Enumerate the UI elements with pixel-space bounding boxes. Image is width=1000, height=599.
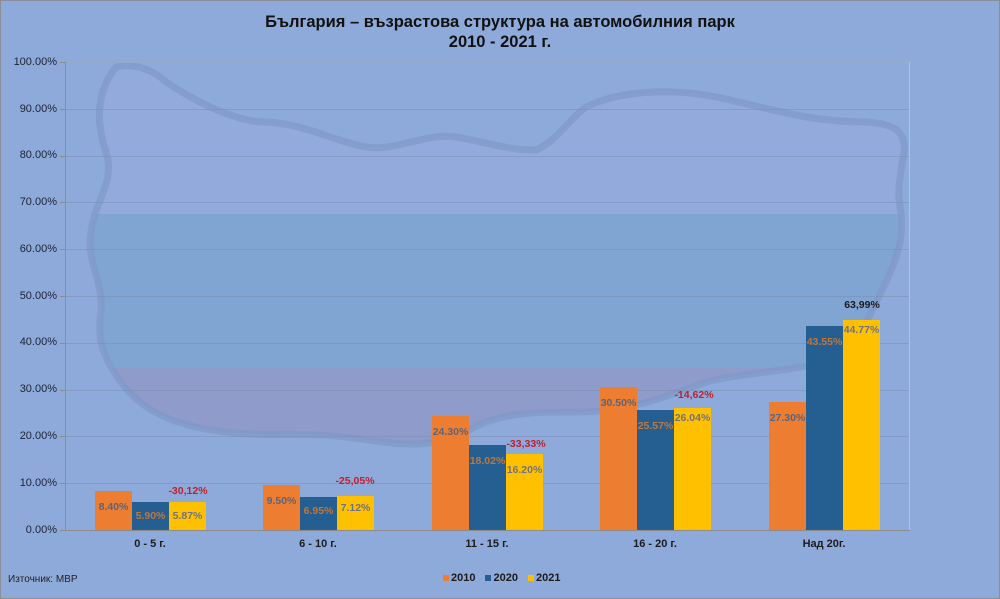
x-category-label: 0 - 5 г. [134, 538, 166, 550]
y-tick-label: 10.00% [19, 477, 57, 489]
bar-2010-11-15: 24.30% [432, 416, 469, 530]
source-note: Източник: МВР [8, 574, 78, 585]
y-tick-label: 90.00% [19, 103, 57, 115]
plot-area [66, 62, 910, 531]
y-tick-mark [60, 249, 65, 250]
bar-value-label: 44.77% [843, 324, 880, 336]
change-annotation: 63,99% [844, 299, 880, 311]
x-category-label: 16 - 20 г. [633, 538, 677, 550]
bar-value-label: 18.02% [469, 455, 506, 467]
legend-swatch-icon [485, 575, 492, 581]
y-tick-label: 40.00% [19, 336, 57, 348]
bar-value-label: 26.04% [674, 412, 711, 424]
legend-item-2010: 2010 [443, 572, 475, 584]
bar-value-label: 7.12% [340, 502, 371, 514]
bar-2010-6-10: 9.50% [263, 485, 300, 530]
y-tick-label: 20.00% [19, 430, 57, 442]
y-tick-label: 100.00% [13, 56, 57, 68]
y-tick-mark [60, 483, 65, 484]
bar-2010-0-5: 8.40% [95, 491, 132, 530]
bar-value-label: 25.57% [637, 420, 674, 432]
legend-swatch-icon [527, 575, 534, 581]
gridline [66, 156, 909, 157]
bar-value-label: 6.95% [303, 505, 334, 517]
x-category-label: 6 - 10 г. [299, 538, 337, 550]
bar-value-label: 5.87% [172, 510, 203, 522]
bar-2020-0-5: 5.90% [132, 502, 169, 530]
bar-2021-6-10: 7.12% [337, 496, 374, 530]
y-tick-label: 50.00% [19, 290, 57, 302]
y-tick-label: 30.00% [19, 383, 57, 395]
bar-2021-over-20: 44.77% [843, 320, 880, 530]
gridline [66, 296, 909, 297]
gridline [66, 436, 909, 437]
bar-2020-over-20: 43.55% [806, 326, 843, 530]
x-axis [65, 530, 910, 531]
y-tick-mark [60, 62, 65, 63]
y-tick-mark [60, 530, 65, 531]
bar-2010-16-20: 30.50% [600, 387, 637, 530]
bar-2010-over-20: 27.30% [769, 402, 806, 530]
change-annotation: -30,12% [168, 485, 208, 497]
legend-swatch-icon [443, 575, 449, 581]
change-annotation: -33,33% [506, 438, 546, 450]
y-tick-mark [60, 296, 65, 297]
change-annotation: -14,62% [674, 389, 714, 401]
y-tick-label: 60.00% [19, 243, 57, 255]
y-tick-mark [60, 156, 65, 157]
bar-2021-11-15: 16.20% [506, 454, 543, 530]
bar-value-label: 30.50% [600, 397, 637, 409]
gridline [66, 343, 909, 344]
y-tick-label: 0.00% [25, 524, 57, 536]
change-annotation: -25,05% [335, 475, 375, 487]
y-tick-mark [60, 436, 65, 437]
bar-2020-16-20: 25.57% [637, 410, 674, 530]
legend-label: 2020 [493, 572, 518, 584]
bar-value-label: 27.30% [769, 412, 806, 424]
y-tick-label: 80.00% [19, 149, 57, 161]
x-category-label: Над 20г. [802, 538, 846, 550]
bar-value-label: 9.50% [266, 495, 297, 507]
bar-value-label: 5.90% [135, 510, 166, 522]
gridline [66, 62, 909, 63]
bar-2021-0-5: 5.87% [169, 502, 206, 530]
y-tick-mark [60, 202, 65, 203]
gridline [66, 109, 909, 110]
bar-2021-16-20: 26.04% [674, 408, 711, 530]
legend-item-2021: 2021 [527, 572, 561, 584]
legend: 2010 2020 2021 [443, 572, 560, 584]
chart-title-line1: България – възрастова структура на автом… [265, 13, 735, 31]
bar-2020-11-15: 18.02% [469, 445, 506, 530]
bar-value-label: 8.40% [98, 501, 129, 513]
y-tick-mark [60, 390, 65, 391]
y-tick-mark [60, 343, 65, 344]
bar-value-label: 43.55% [806, 336, 843, 348]
gridline [66, 249, 909, 250]
bar-2020-6-10: 6.95% [300, 497, 337, 530]
y-axis [65, 62, 66, 531]
legend-label: 2021 [535, 572, 561, 584]
y-tick-label: 70.00% [19, 196, 57, 208]
gridline [66, 202, 909, 203]
legend-item-2020: 2020 [485, 572, 518, 584]
bar-value-label: 16.20% [506, 464, 543, 476]
bar-value-label: 24.30% [432, 426, 469, 438]
chart-title-line2: 2010 - 2021 г. [448, 33, 552, 51]
y-tick-mark [60, 109, 65, 110]
legend-label: 2010 [451, 572, 476, 584]
gridline [66, 390, 909, 391]
x-category-label: 11 - 15 г. [465, 538, 509, 550]
